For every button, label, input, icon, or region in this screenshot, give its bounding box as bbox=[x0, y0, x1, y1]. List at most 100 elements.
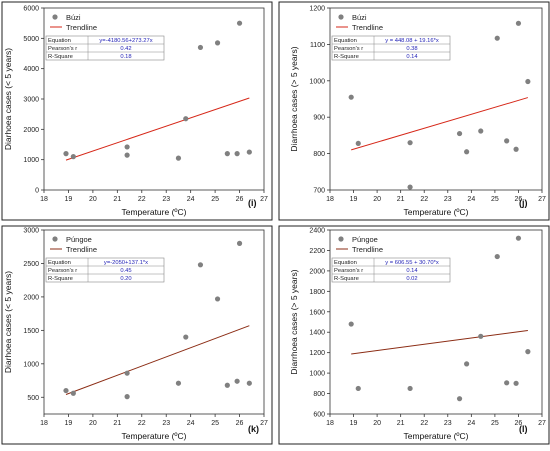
data-point bbox=[348, 94, 354, 100]
data-point bbox=[124, 144, 130, 150]
data-point bbox=[175, 155, 182, 161]
x-tick-label: 20 bbox=[373, 196, 381, 203]
stats-label: Equation bbox=[48, 260, 71, 266]
plot-area bbox=[43, 229, 265, 415]
y-tick-label: 2400 bbox=[309, 228, 325, 235]
plot-area bbox=[43, 7, 265, 191]
data-point bbox=[355, 385, 361, 392]
x-tick-label: 20 bbox=[89, 420, 97, 427]
data-point bbox=[234, 378, 240, 384]
x-axis-label: Temperature (ºC) bbox=[122, 431, 187, 441]
panel-frame bbox=[278, 225, 550, 445]
data-point bbox=[348, 321, 354, 327]
data-point bbox=[525, 78, 531, 85]
stats-label: Pearson's r bbox=[334, 46, 363, 52]
stats-value: 0.20 bbox=[120, 276, 131, 282]
y-tick-label: 700 bbox=[313, 188, 325, 195]
data-point bbox=[236, 240, 243, 246]
stats-value: 0.14 bbox=[406, 54, 418, 60]
panel-frame bbox=[278, 1, 550, 221]
stats-value: 0.14 bbox=[406, 268, 418, 274]
stats-value: 0.45 bbox=[120, 268, 131, 274]
chart-panel-j: 18 19 20 21 22 23 24 25 26 27 700 800 900 1000 1100 120… bbox=[278, 1, 550, 221]
x-tick-label: 26 bbox=[236, 420, 244, 427]
y-axis-label: Diarrhoea cases (> 5 years) bbox=[289, 269, 299, 374]
y-tick-label: 600 bbox=[313, 412, 325, 419]
x-tick-label: 24 bbox=[467, 420, 475, 427]
panel-frame bbox=[1, 1, 273, 221]
legend-label-series: Púngoe bbox=[352, 235, 378, 244]
stats-table-frame bbox=[331, 257, 451, 283]
data-point bbox=[70, 154, 76, 160]
y-tick-label: 1000 bbox=[309, 78, 325, 85]
stats-value: y=-4180.56+273.27x bbox=[99, 38, 152, 44]
data-point bbox=[504, 138, 510, 144]
data-point bbox=[183, 334, 189, 340]
legend-label-series: Púngoe bbox=[66, 235, 92, 244]
data-point bbox=[234, 151, 240, 157]
stats-table: Equation y=-2050+137.1*x Pearson's r 0.45 R-… bbox=[45, 257, 165, 283]
data-point bbox=[464, 361, 470, 367]
stats-label: Equation bbox=[48, 38, 71, 44]
y-tick-label: 2000 bbox=[309, 268, 325, 275]
panel-label: (i) bbox=[248, 198, 257, 208]
x-tick-label: 21 bbox=[113, 420, 121, 427]
x-tick-label: 27 bbox=[260, 196, 268, 203]
data-point bbox=[355, 140, 361, 147]
stats-value: 0.38 bbox=[406, 46, 417, 52]
y-tick-label: 1200 bbox=[309, 350, 325, 357]
y-tick-label: 500 bbox=[27, 395, 39, 402]
stats-table-frame bbox=[331, 35, 451, 61]
stats-value: y=-2050+137.1*x bbox=[104, 260, 148, 266]
x-tick-label: 21 bbox=[397, 196, 405, 203]
stats-label: R-Square bbox=[48, 54, 73, 60]
x-tick-label: 18 bbox=[326, 196, 334, 203]
data-point bbox=[197, 44, 204, 51]
data-point bbox=[70, 390, 76, 396]
data-point bbox=[456, 396, 463, 402]
data-point bbox=[224, 151, 230, 157]
x-tick-label: 22 bbox=[420, 420, 428, 427]
y-tick-label: 1000 bbox=[23, 361, 39, 368]
panel-frame bbox=[1, 225, 273, 445]
stats-label: Pearson's r bbox=[48, 46, 77, 52]
y-axis-label: Diarrhoea cases (> 5 years) bbox=[289, 46, 299, 151]
x-tick-label: 26 bbox=[236, 196, 244, 203]
stats-label: Equation bbox=[334, 38, 357, 44]
legend-marker-points bbox=[338, 14, 344, 20]
y-tick-label: 6000 bbox=[23, 6, 39, 13]
panel-label: (l) bbox=[519, 424, 528, 434]
x-axis-label: Temperature (ºC) bbox=[404, 207, 469, 217]
legend-label-trendline: Trendline bbox=[352, 245, 383, 254]
data-point bbox=[478, 128, 484, 134]
chart-panel-l: 18 19 20 21 22 23 24 25 26 27 600 800 1000 1200 1400 16… bbox=[278, 225, 550, 445]
data-point bbox=[407, 140, 413, 146]
legend-label-series: Búzi bbox=[352, 13, 367, 22]
y-tick-label: 1200 bbox=[309, 6, 325, 13]
data-point bbox=[124, 152, 130, 158]
data-point bbox=[525, 349, 531, 355]
trendline bbox=[351, 97, 529, 151]
x-tick-label: 23 bbox=[162, 420, 170, 427]
y-tick-label: 2000 bbox=[23, 294, 39, 301]
x-tick-label: 22 bbox=[138, 420, 146, 427]
trendline bbox=[65, 97, 250, 161]
y-tick-label: 1000 bbox=[23, 157, 39, 164]
x-tick-label: 20 bbox=[373, 420, 381, 427]
stats-table-frame bbox=[45, 35, 165, 61]
data-point bbox=[456, 130, 463, 137]
y-axis-label: Diarhoea cases (< 5 years) bbox=[3, 271, 13, 373]
data-point bbox=[63, 151, 69, 157]
x-tick-label: 25 bbox=[211, 420, 219, 427]
y-tick-label: 800 bbox=[313, 151, 325, 158]
x-tick-label: 19 bbox=[65, 420, 73, 427]
x-tick-label: 19 bbox=[350, 196, 358, 203]
stats-table: Equation y = 606.55 + 30.70*x Pearson's r 0… bbox=[331, 257, 451, 283]
stats-value: y = 448.08 + 19.16*x bbox=[385, 38, 439, 44]
x-tick-label: 25 bbox=[211, 196, 219, 203]
legend-label-series: Búzi bbox=[66, 13, 81, 22]
y-tick-label: 1800 bbox=[309, 289, 325, 296]
chart-panel-k: 18 19 20 21 22 23 24 25 26 27 500 1000 1500 2000 2500 3… bbox=[1, 225, 273, 445]
panel-label: (k) bbox=[248, 424, 259, 434]
